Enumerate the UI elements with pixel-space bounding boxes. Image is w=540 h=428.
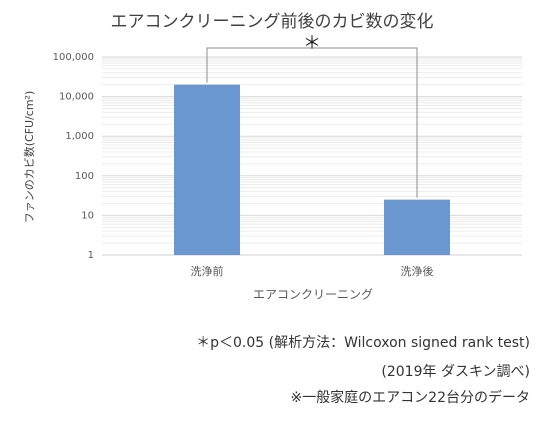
y-tick-label: 10,000 [59,92,94,103]
significance-bracket [206,47,418,198]
y-axis-label: ファンのカビ数(CFU/cm²) [23,91,36,224]
x-axis-label: エアコンクリーニング [253,288,373,302]
note: (2019年 ダスキン調べ) [381,364,530,380]
x-tick-label: 洗浄後 [401,264,434,278]
x-tick-label: 洗浄前 [191,264,224,278]
note: ※一般家庭のエアコン22台分のデータ [290,389,530,406]
y-tick-label: 100,000 [53,52,94,63]
y-tick-label: 1,000 [65,131,94,142]
bar [384,199,450,255]
significance-mark: ＊ [303,33,321,54]
y-tick-label: 100 [75,171,94,182]
note: ＊p＜0.05 (解析方法：Wilcoxon signed rank test) [196,335,530,351]
y-tick-label: 1 [88,250,94,261]
chart-title: エアコンクリーニング前後のカビ数の変化 [111,12,434,32]
y-tick-label: 10 [81,210,94,221]
bar [174,84,240,255]
